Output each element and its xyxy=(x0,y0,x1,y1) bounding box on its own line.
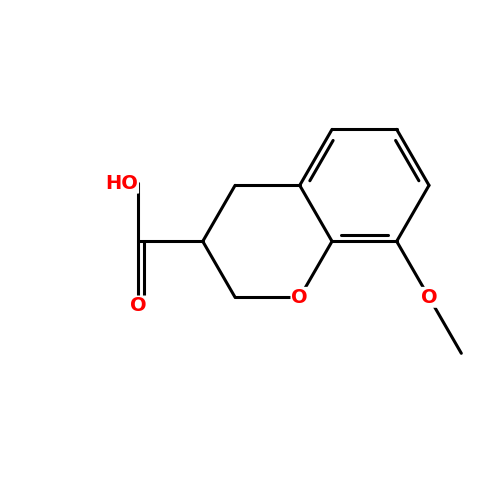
Text: O: O xyxy=(130,296,146,316)
Text: O: O xyxy=(420,288,438,307)
Text: HO: HO xyxy=(106,174,138,193)
Text: O: O xyxy=(292,288,308,307)
